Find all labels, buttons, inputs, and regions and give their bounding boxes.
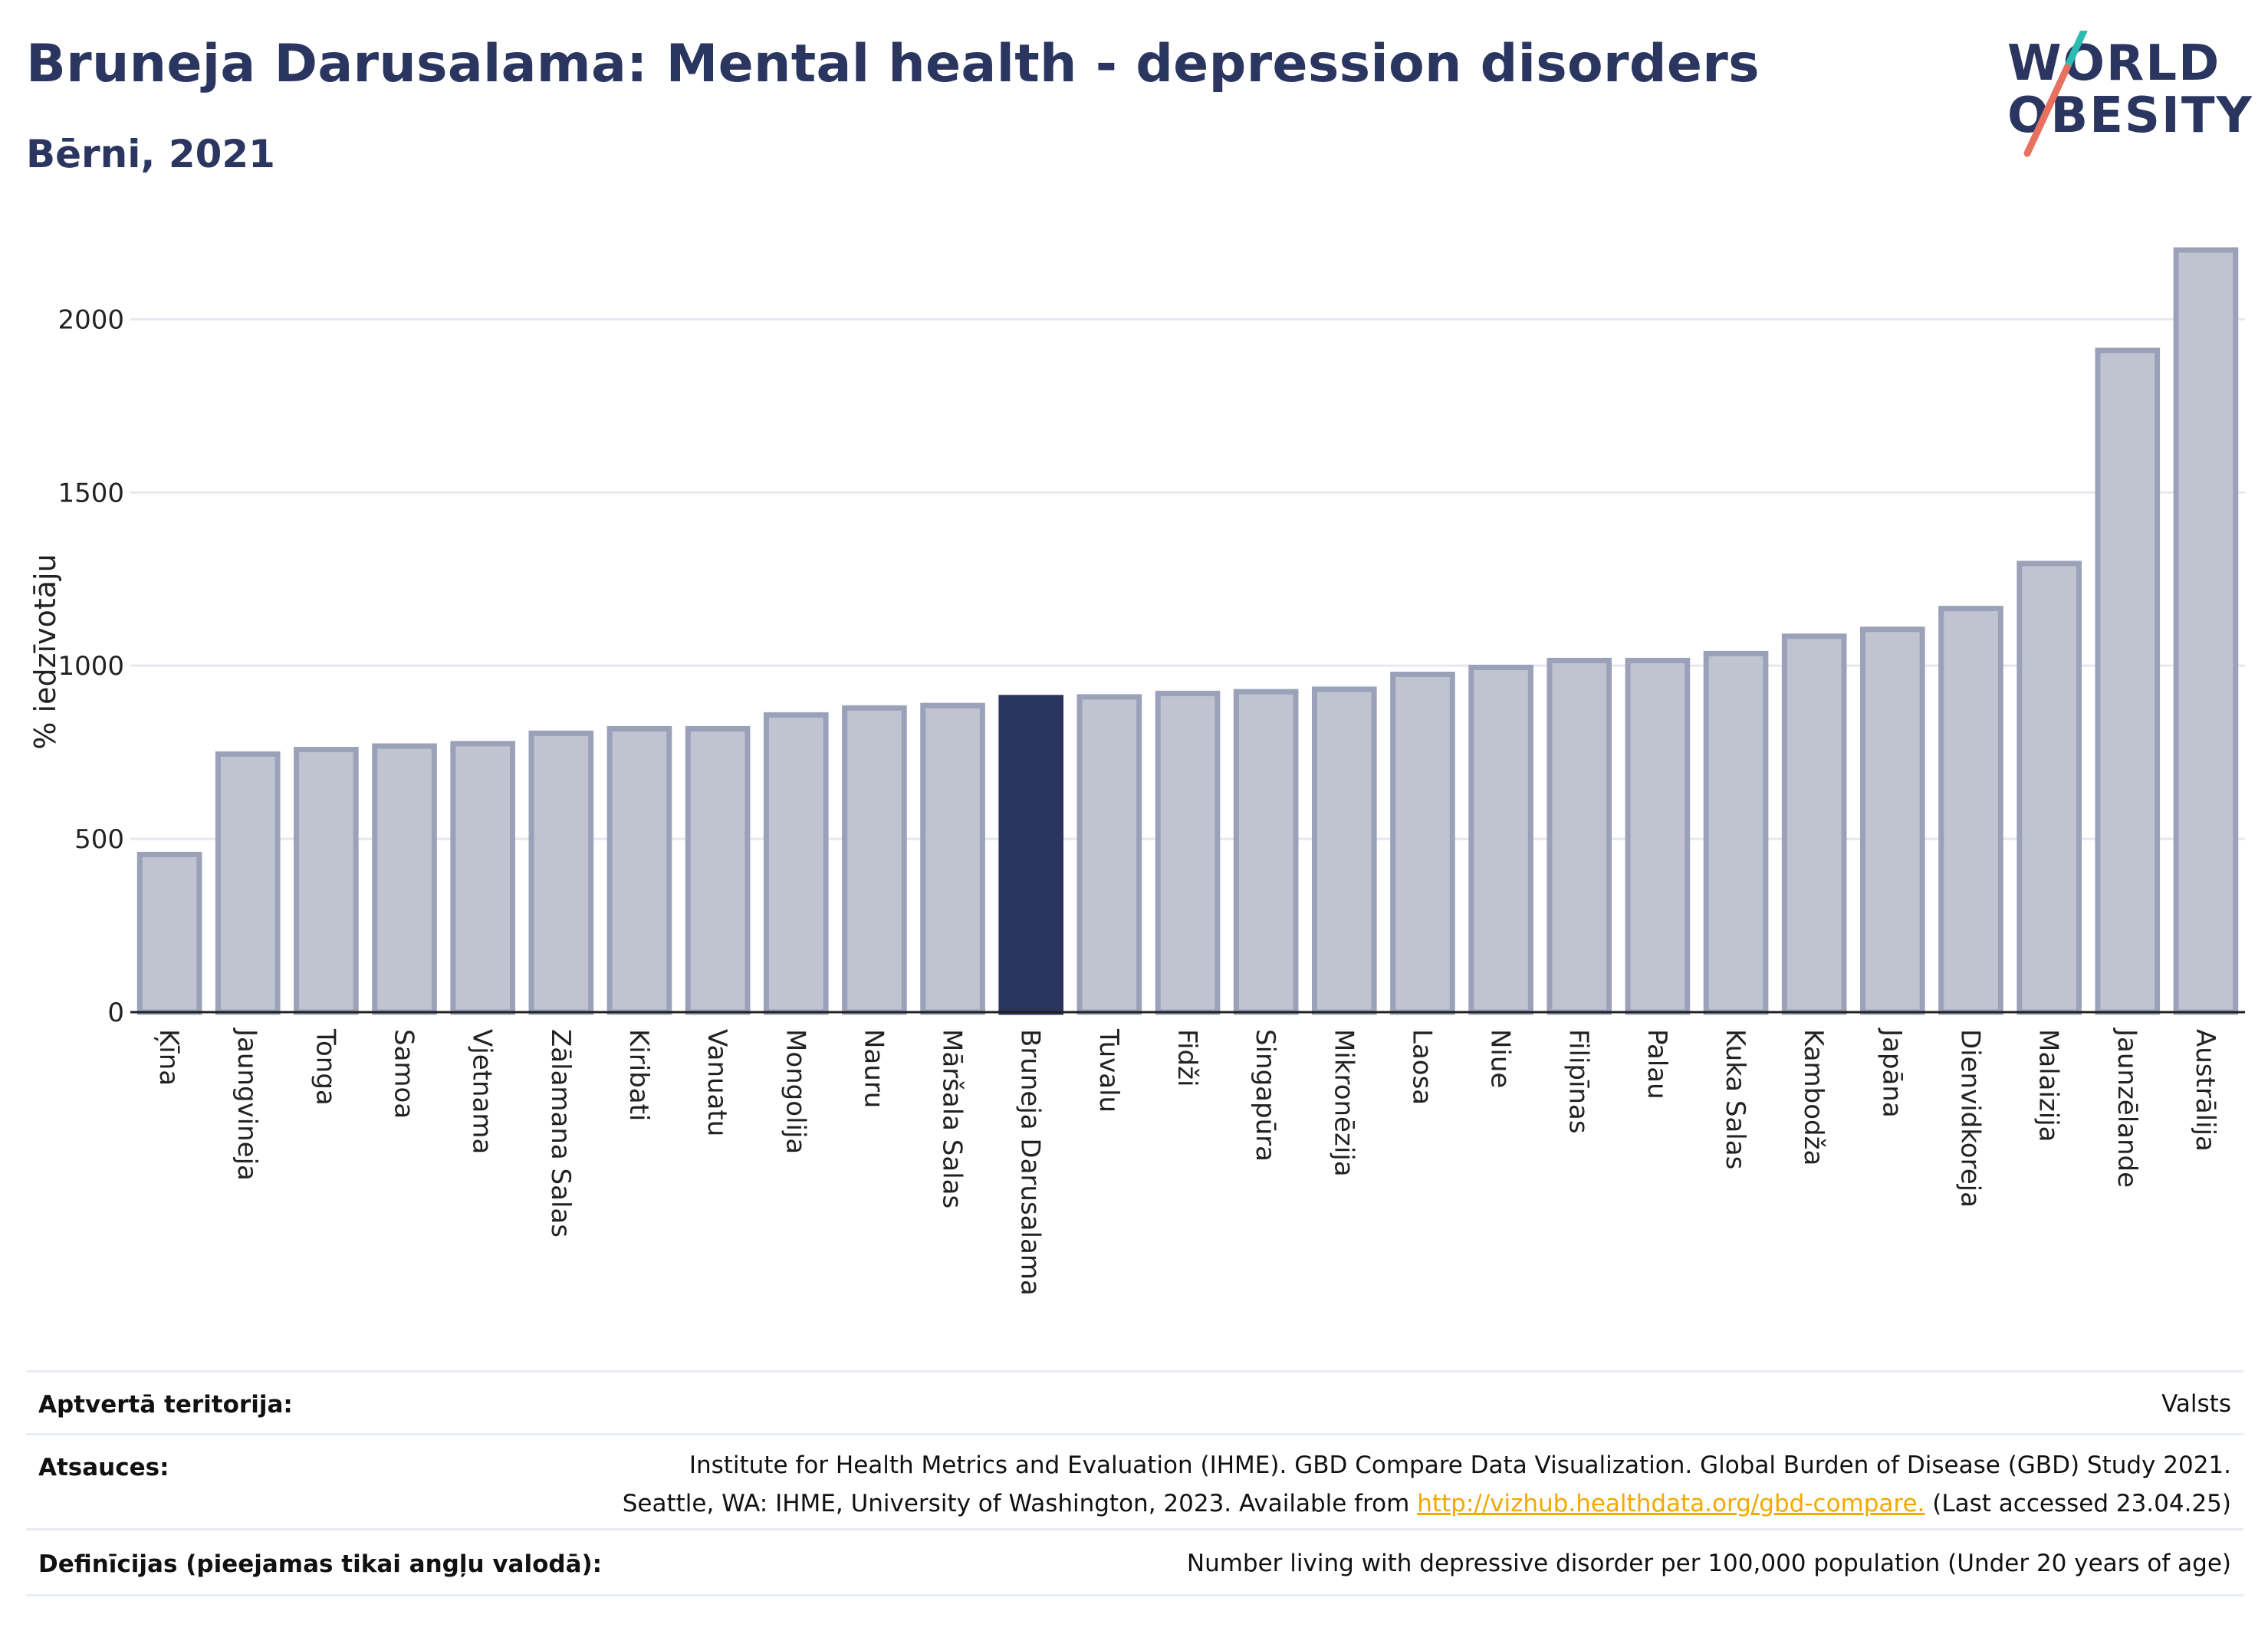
footer-row-sources: Atsauces: Institute for Health Metrics a…: [26, 1433, 2243, 1530]
bar-8: [763, 712, 829, 1015]
sources-line-2-pre: Seattle, WA: IHME, University of Washing…: [622, 1490, 1418, 1517]
logo-slash-icon: [2023, 31, 2088, 157]
x-tick-label: Jaunzēlande: [2112, 1027, 2142, 1188]
world-obesity-logo: WORLD OBESITY: [1994, 31, 2252, 161]
x-tick-label: Tonga: [310, 1028, 340, 1106]
bar-15: [1311, 686, 1377, 1015]
bar-21: [1781, 633, 1847, 1015]
bar-22: [1860, 626, 1925, 1015]
x-tick-label: Nauru: [858, 1029, 889, 1108]
bar-18: [1547, 657, 1612, 1015]
sources-line-2-post: (Last accessed 23.04.25): [1925, 1490, 2231, 1517]
category-labels: Ķīna Jaungvineja Tonga Samoa Vjetnama Zālaman…: [153, 1027, 2220, 1296]
x-tick-label: Mongolija: [780, 1029, 810, 1154]
y-tick-label: 500: [74, 824, 124, 855]
bar-12: [1076, 694, 1142, 1015]
y-axis-label: % iedzīvotāju: [28, 554, 62, 749]
bars: [136, 247, 2239, 1015]
sources-link[interactable]: http://vizhub.healthdata.org/gbd-compare…: [1417, 1490, 1925, 1517]
bar-2: [294, 747, 359, 1015]
bar-19: [1625, 657, 1691, 1015]
coverage-label: Aptvertā teritorija:: [38, 1391, 293, 1419]
bar-17: [1468, 664, 1533, 1015]
bar-5: [528, 730, 594, 1015]
x-tick-label: Singapūra: [1250, 1029, 1280, 1162]
axes: 0 500 1000 1500 2000: [58, 304, 2245, 1028]
bar-4: [450, 741, 515, 1015]
x-tick-label: Laosa: [1406, 1029, 1437, 1105]
x-tick-label: Dienvidkoreja: [1954, 1029, 1985, 1208]
x-tick-label: Austrālija: [2190, 1029, 2220, 1152]
sources-value: Institute for Health Metrics and Evaluat…: [623, 1446, 2231, 1523]
chart-title: Bruneja Darusalama: Mental health - depr…: [26, 34, 1760, 94]
bar-25: [2095, 347, 2161, 1015]
footer-bottom-divider: [26, 1594, 2243, 1596]
bar-20: [1703, 650, 1769, 1015]
bar-11: [998, 695, 1064, 1015]
x-tick-label: Vanuatu: [702, 1029, 732, 1136]
bar-chart: 0 500 1000 1500 2000 Ķīna Jaungvineja Tonga Sam…: [28, 247, 2245, 1296]
bar-3: [372, 743, 437, 1015]
sources-label: Atsauces:: [38, 1454, 169, 1481]
x-tick-label: Malaizija: [2033, 1029, 2064, 1142]
bar-14: [1233, 689, 1299, 1015]
y-tick-label: 0: [107, 998, 124, 1028]
bar-24: [2017, 561, 2082, 1015]
x-tick-label: Zālamana Salas: [545, 1029, 576, 1238]
x-tick-label: Kuka Salas: [1720, 1029, 1750, 1169]
x-tick-label: Palau: [1642, 1029, 1672, 1100]
sources-line-1: Institute for Health Metrics and Evaluat…: [689, 1452, 2231, 1479]
y-tick-label: 1000: [58, 651, 124, 682]
x-tick-label: Māršala Salas: [937, 1029, 968, 1208]
bar-26: [2173, 247, 2239, 1015]
footer-row-definitions: Definīcijas (pieejamas tikai angļu valod…: [26, 1528, 2243, 1596]
bar-16: [1390, 671, 1455, 1015]
bar-7: [685, 725, 751, 1015]
bar-10: [920, 702, 985, 1015]
coverage-value: Valsts: [2161, 1390, 2231, 1418]
x-tick-label: Vjetnama: [467, 1029, 498, 1154]
bar-23: [1938, 606, 2003, 1015]
bar-0: [136, 851, 202, 1015]
x-tick-label: Filipīnas: [1563, 1029, 1594, 1134]
bar-6: [606, 725, 672, 1015]
bar-13: [1155, 690, 1221, 1015]
x-tick-label: Samoa: [389, 1029, 419, 1119]
x-tick-label: Tuvalu: [1093, 1028, 1124, 1113]
bar-1: [215, 751, 281, 1015]
x-tick-label: Japāna: [1876, 1027, 1907, 1118]
definitions-label: Definīcijas (pieejamas tikai angļu valod…: [38, 1550, 603, 1578]
footer-row-coverage: Aptvertā teritorija: Valsts: [26, 1370, 2243, 1435]
chart-subtitle: Bērni, 2021: [26, 132, 275, 176]
x-tick-label: Fidži: [1172, 1029, 1202, 1087]
sources-line-2: Seattle, WA: IHME, University of Washing…: [623, 1484, 2231, 1523]
definitions-value: Number living with depressive disorder p…: [1186, 1550, 2231, 1577]
x-tick-label: Niue: [1485, 1029, 1516, 1088]
y-tick-label: 1500: [58, 478, 124, 508]
x-tick-label: Bruneja Darusalama: [1015, 1029, 1046, 1296]
y-tick-label: 2000: [58, 304, 124, 335]
bar-9: [842, 705, 907, 1015]
x-tick-label: Ķīna: [153, 1029, 184, 1086]
logo-line-1: WORLD: [2007, 35, 2221, 92]
x-tick-label: Kambodža: [1798, 1029, 1829, 1165]
x-tick-label: Jaungvineja: [232, 1027, 262, 1181]
x-tick-label: Kiribati: [623, 1029, 654, 1121]
x-tick-label: Mikronēzija: [1328, 1029, 1359, 1177]
